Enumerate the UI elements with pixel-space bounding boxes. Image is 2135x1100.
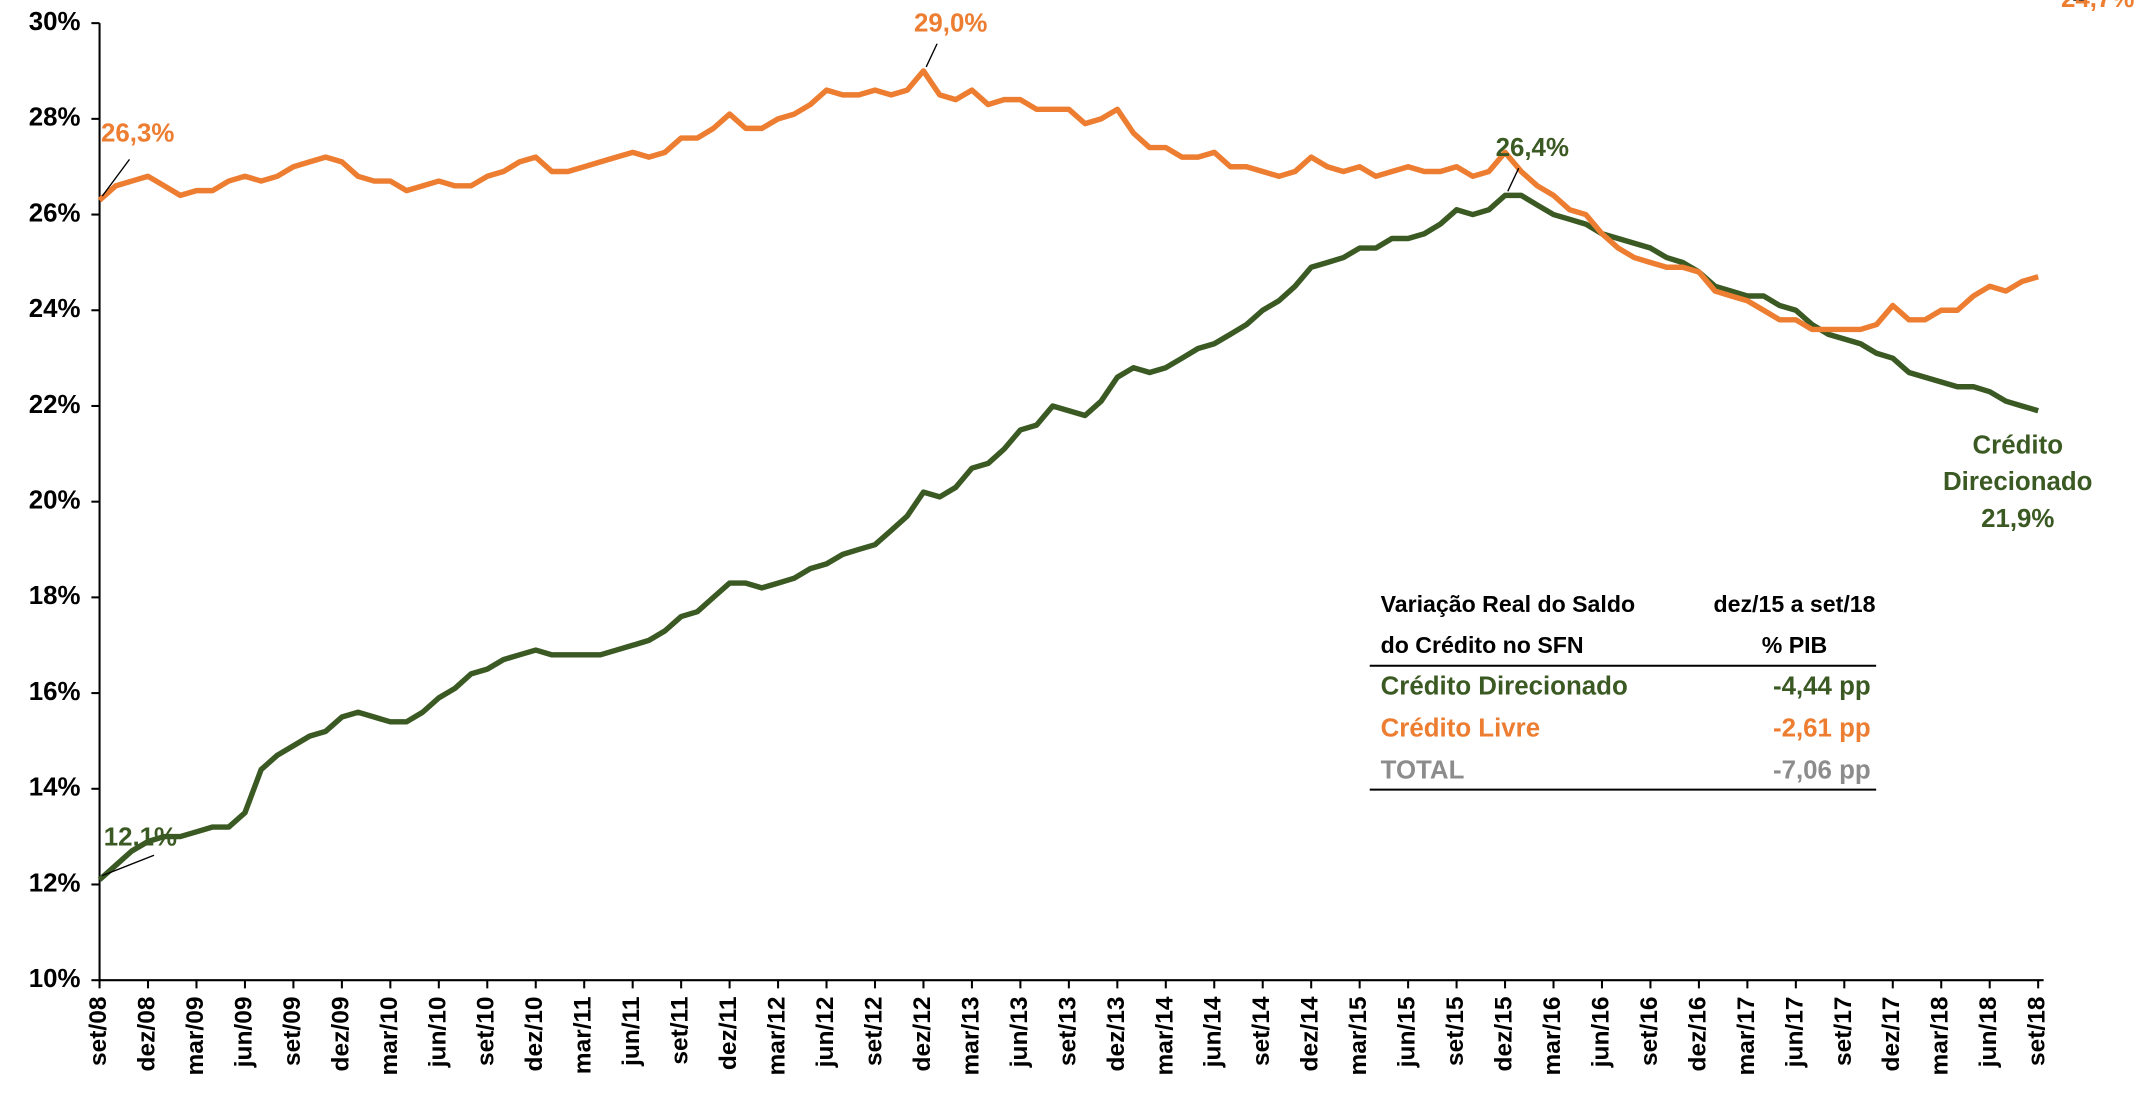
x-tick-label: dez/11	[715, 997, 742, 1071]
leader-line	[102, 854, 155, 877]
x-tick-label: jun/12	[812, 997, 839, 1069]
x-tick-label: mar/17	[1733, 997, 1760, 1076]
y-tick-label: 14%	[29, 774, 81, 802]
table-cell: -4,44 pp	[1773, 672, 1871, 700]
table-header: % PIB	[1762, 632, 1828, 658]
value-label: 26,3%	[101, 120, 174, 148]
x-tick-label: set/16	[1636, 997, 1663, 1066]
x-tick-label: set/12	[860, 997, 887, 1066]
x-tick-label: jun/15	[1394, 997, 1421, 1069]
x-tick-label: set/14	[1248, 996, 1275, 1066]
x-tick-label: dez/10	[521, 997, 548, 1072]
table-cell: -7,06 pp	[1773, 757, 1871, 785]
x-tick-label: jun/10	[424, 997, 451, 1069]
x-tick-label: jun/13	[1006, 997, 1033, 1069]
x-tick-label: jun/16	[1587, 997, 1614, 1069]
x-tick-label: mar/15	[1345, 997, 1372, 1076]
table-header: dez/15 a set/18	[1713, 591, 1875, 617]
x-tick-label: mar/13	[957, 997, 984, 1076]
x-tick-label: mar/14	[1151, 996, 1178, 1075]
y-tick-label: 16%	[29, 678, 81, 706]
x-tick-label: set/18	[2024, 997, 2051, 1066]
x-tick-label: dez/15	[1491, 997, 1518, 1072]
x-tick-label: dez/16	[1684, 997, 1711, 1072]
x-tick-label: set/13	[1054, 997, 1081, 1066]
y-tick-label: 28%	[29, 104, 81, 132]
table-cell: TOTAL	[1381, 757, 1465, 785]
series-name: Crédito Direcionado	[1942, 431, 2093, 497]
series-line	[97, 68, 2039, 333]
x-tick-label: set/15	[1442, 997, 1469, 1066]
series-line	[97, 192, 2039, 882]
x-tick-label: mar/10	[376, 997, 403, 1076]
table-cell: Crédito Livre	[1381, 715, 1540, 743]
y-tick-label: 10%	[29, 965, 81, 993]
table-header: Variação Real do Saldo	[1381, 591, 1635, 617]
x-tick-label: mar/18	[1927, 997, 1954, 1076]
value-label: 21,9%	[1981, 504, 2055, 534]
leader-line	[1507, 167, 1520, 192]
x-tick-label: jun/17	[1781, 997, 1808, 1069]
x-tick-label: dez/14	[1297, 996, 1324, 1071]
y-tick-label: 30%	[29, 8, 81, 36]
x-tick-label: set/11	[667, 997, 694, 1065]
x-tick-label: set/17	[1830, 997, 1857, 1066]
table-cell: -2,61 pp	[1773, 715, 1871, 743]
y-tick-label: 22%	[29, 391, 81, 419]
x-tick-label: jun/09	[230, 997, 257, 1069]
x-tick-label: set/09	[279, 997, 306, 1066]
table-cell: Crédito Direcionado	[1381, 672, 1628, 700]
x-tick-label: dez/13	[1103, 997, 1130, 1072]
x-tick-label: mar/11	[570, 997, 597, 1075]
value-label: 12,1%	[104, 824, 177, 852]
x-tick-label: dez/17	[1878, 997, 1905, 1072]
x-tick-label: mar/12	[764, 997, 791, 1076]
end-label: Crédito Direcionado 21,9%	[1929, 427, 2106, 537]
x-tick-label: jun/14	[1200, 996, 1227, 1068]
y-tick-label: 20%	[29, 486, 81, 514]
x-tick-label: jun/18	[1975, 997, 2002, 1069]
leader-line	[925, 43, 938, 68]
x-tick-label: jun/11	[618, 997, 645, 1067]
y-tick-label: 26%	[29, 199, 81, 227]
value-label: 24,7%	[2061, 0, 2134, 13]
x-tick-label: dez/09	[327, 997, 354, 1072]
x-tick-label: mar/09	[182, 997, 209, 1076]
y-tick-label: 12%	[29, 869, 81, 897]
x-tick-label: set/08	[85, 997, 112, 1066]
value-label: 26,4%	[1496, 134, 1569, 162]
x-tick-label: dez/12	[909, 997, 936, 1072]
leader-line	[101, 158, 131, 197]
table-header: do Crédito no SFN	[1381, 632, 1584, 658]
y-tick-label: 18%	[29, 582, 81, 610]
x-tick-label: set/10	[473, 997, 500, 1066]
x-tick-label: dez/08	[133, 997, 160, 1072]
end-label-text: Crédito Direcionado 21,9%	[1929, 427, 2106, 537]
x-tick-label: mar/16	[1539, 997, 1566, 1076]
value-label: 29,0%	[914, 10, 987, 38]
y-tick-label: 24%	[29, 295, 81, 323]
